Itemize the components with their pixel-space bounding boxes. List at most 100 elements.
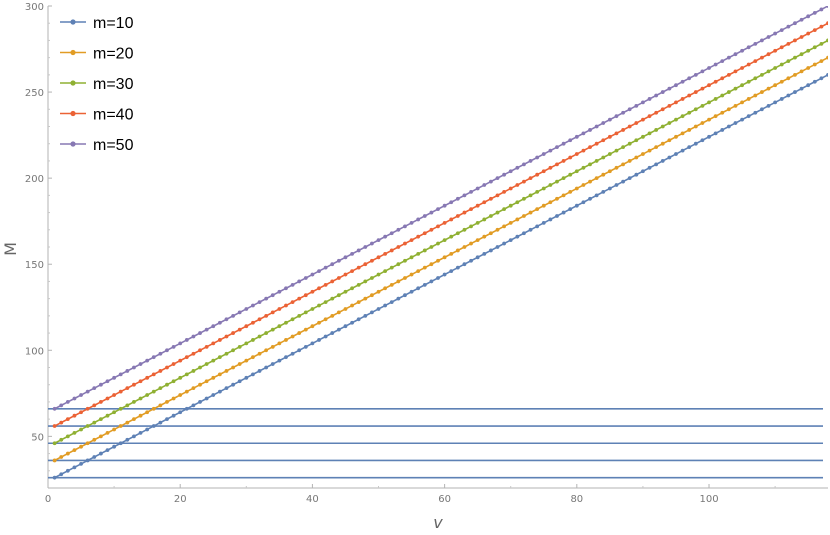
data-point xyxy=(601,138,606,143)
data-point xyxy=(726,107,731,112)
data-point xyxy=(59,472,64,477)
data-point xyxy=(786,59,791,63)
data-point xyxy=(151,355,156,360)
data-point xyxy=(482,200,487,205)
data-point xyxy=(760,90,764,94)
data-point xyxy=(548,217,553,222)
data-point xyxy=(416,286,421,291)
data-point xyxy=(693,124,698,129)
legend-swatch-marker xyxy=(70,141,76,147)
data-point xyxy=(158,351,163,356)
data-point xyxy=(700,86,705,91)
data-point xyxy=(812,79,817,84)
data-point xyxy=(561,193,566,198)
data-point xyxy=(330,331,335,335)
data-point xyxy=(317,286,321,291)
data-point xyxy=(462,210,467,215)
data-point xyxy=(198,382,202,387)
data-point xyxy=(773,31,778,36)
data-point xyxy=(436,207,440,212)
data-point xyxy=(561,141,566,146)
data-point xyxy=(409,289,414,294)
data-point xyxy=(660,90,665,94)
data-point xyxy=(323,300,328,304)
data-point xyxy=(389,300,394,304)
data-point xyxy=(290,300,295,304)
y-tick-label: 150 xyxy=(25,260,44,271)
data-point xyxy=(343,307,348,311)
data-point xyxy=(85,424,90,428)
data-point xyxy=(726,72,731,77)
data-point xyxy=(350,320,354,325)
data-point xyxy=(231,331,235,335)
data-point xyxy=(356,248,361,253)
data-point xyxy=(707,83,711,88)
data-point xyxy=(700,103,705,108)
y-tick-label: 250 xyxy=(25,88,44,99)
data-point xyxy=(376,289,381,294)
data-point xyxy=(495,245,500,249)
legend-item: m=20 xyxy=(60,46,134,63)
data-point xyxy=(237,310,242,315)
data-point xyxy=(680,114,685,119)
data-point xyxy=(793,72,797,77)
data-point xyxy=(224,334,229,339)
data-point xyxy=(112,427,116,432)
data-point xyxy=(687,145,692,150)
legend-label: m=30 xyxy=(93,76,134,93)
data-point xyxy=(356,265,361,270)
data-point xyxy=(455,214,460,218)
data-point xyxy=(574,169,579,174)
data-point xyxy=(422,282,427,287)
data-point xyxy=(641,169,645,174)
data-point xyxy=(594,159,599,163)
data-point xyxy=(343,255,348,260)
data-point xyxy=(85,458,90,463)
data-point xyxy=(416,234,421,239)
data-point xyxy=(469,207,473,212)
data-point xyxy=(350,251,354,256)
data-point xyxy=(303,293,308,298)
data-point xyxy=(231,348,235,353)
data-point xyxy=(548,200,553,205)
axis-ticks: 0 20 40 60 80 100 50 100 150 200 250 300 xyxy=(25,2,776,505)
data-point xyxy=(634,103,639,108)
data-point xyxy=(356,300,361,304)
data-point xyxy=(59,420,64,425)
data-point xyxy=(522,231,526,236)
data-point xyxy=(581,200,586,205)
data-point xyxy=(667,155,672,160)
data-point xyxy=(442,221,447,225)
data-point xyxy=(303,327,308,332)
data-point xyxy=(707,100,711,105)
data-point xyxy=(165,365,169,370)
data-point xyxy=(614,165,619,170)
data-point xyxy=(336,327,341,332)
data-point xyxy=(495,176,500,181)
data-point xyxy=(634,121,639,125)
data-point xyxy=(323,334,328,339)
data-point xyxy=(793,55,797,60)
series-m=30 xyxy=(52,38,828,446)
x-tick-label: 100 xyxy=(699,494,718,505)
legend-label: m=40 xyxy=(93,107,134,124)
data-point xyxy=(753,93,758,98)
x-tick-label: 20 xyxy=(174,494,187,505)
data-point xyxy=(568,207,573,212)
data-point xyxy=(65,400,70,404)
data-point xyxy=(475,255,480,260)
data-point xyxy=(806,14,811,19)
data-point xyxy=(257,334,262,339)
data-point xyxy=(416,251,421,256)
data-point xyxy=(376,272,381,277)
data-point xyxy=(350,286,354,291)
data-point xyxy=(495,193,500,198)
data-point xyxy=(522,179,526,184)
data-point xyxy=(488,248,493,253)
y-tick-label: 200 xyxy=(25,174,44,185)
data-point xyxy=(568,190,573,194)
data-point xyxy=(700,121,705,125)
data-point xyxy=(812,45,817,50)
data-point xyxy=(502,172,506,177)
data-point xyxy=(98,434,103,439)
